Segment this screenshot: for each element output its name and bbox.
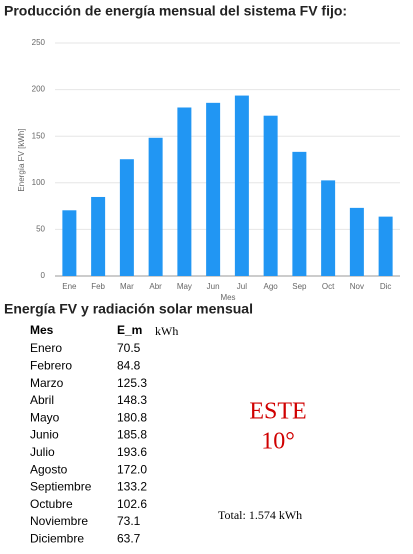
energy-value: 73.1	[117, 514, 141, 528]
x-axis-label: Mes	[220, 293, 235, 302]
month: Junio	[30, 428, 59, 442]
table-header: Mes	[30, 323, 54, 337]
month: Agosto	[30, 462, 68, 476]
bar	[177, 107, 192, 276]
x-tick-label: Feb	[91, 282, 105, 291]
energy-value: 172.0	[117, 462, 147, 476]
x-tick-label: Oct	[322, 282, 335, 291]
bar	[206, 102, 221, 276]
y-tick-label: 100	[32, 178, 46, 187]
x-tick-label: Dic	[380, 282, 392, 291]
month: Abril	[30, 393, 54, 407]
bar	[119, 159, 134, 276]
month: Julio	[30, 445, 55, 459]
month: Noviembre	[30, 514, 88, 528]
bar	[321, 180, 336, 276]
table-header: E_m	[117, 323, 142, 337]
y-tick-label: 200	[32, 85, 46, 94]
x-tick-label: Ago	[264, 282, 279, 291]
energy-value: 70.5	[117, 341, 141, 355]
y-tick-label: 150	[32, 131, 46, 140]
month: Marzo	[30, 376, 64, 390]
bar	[292, 151, 307, 276]
bar	[62, 210, 77, 276]
y-axis-label: Energía FV [kWh]	[17, 128, 26, 191]
y-tick-label: 250	[32, 38, 46, 47]
energy-value: 193.6	[117, 445, 147, 459]
y-tick-label: 50	[36, 225, 45, 234]
orientation: ESTE	[249, 399, 306, 425]
table-title: Energía FV y radiación solar mensual	[4, 301, 253, 317]
x-tick-label: May	[177, 282, 192, 291]
x-tick-label: Abr	[149, 282, 162, 291]
bar	[148, 137, 163, 276]
energy-value: 180.8	[117, 410, 147, 424]
energy-value: 133.2	[117, 480, 147, 494]
x-tick-label: Sep	[292, 282, 307, 291]
bar	[378, 216, 393, 276]
x-tick-label: Jun	[207, 282, 220, 291]
energy-value: 84.8	[117, 358, 141, 372]
chart-title: Producción de energía mensual del sistem…	[4, 3, 347, 19]
bar	[349, 207, 364, 276]
bar	[91, 196, 106, 276]
month: Septiembre	[30, 480, 92, 494]
x-tick-label: Jul	[237, 282, 247, 291]
bar	[263, 115, 278, 276]
x-tick-label: Nov	[350, 282, 364, 291]
month: Enero	[30, 341, 62, 355]
bar	[234, 95, 249, 277]
total: Total: 1.574 kWh	[218, 508, 302, 522]
energy-value: 63.7	[117, 531, 141, 545]
x-tick-label: Mar	[120, 282, 134, 291]
y-tick-label: 0	[41, 271, 46, 280]
energy-value: 148.3	[117, 393, 147, 407]
energy-value: 125.3	[117, 376, 147, 390]
x-tick-label: Ene	[62, 282, 77, 291]
month: Diciembre	[30, 531, 84, 545]
month: Febrero	[30, 358, 72, 372]
energy-value: 102.6	[117, 497, 147, 511]
angle: 10°	[261, 429, 295, 455]
unit: kWh	[155, 324, 178, 338]
month: Mayo	[30, 410, 60, 424]
energy-value: 185.8	[117, 428, 147, 442]
month: Octubre	[30, 497, 73, 511]
